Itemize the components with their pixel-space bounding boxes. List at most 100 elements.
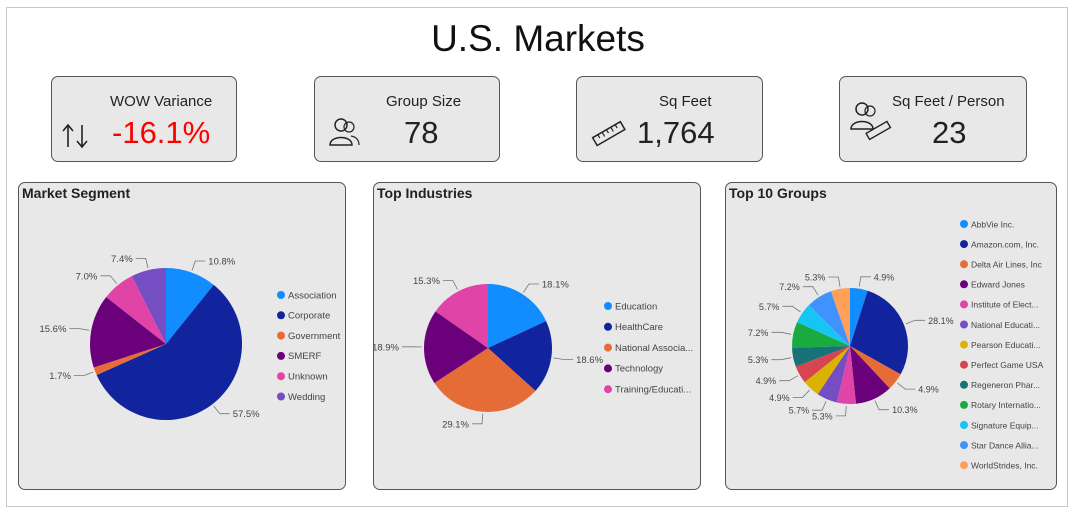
legend-label[interactable]: Delta Air Lines, Inc: [971, 260, 1043, 270]
ruler-icon: [591, 120, 626, 147]
pie-slice[interactable]: [435, 284, 488, 348]
data-label: 18.9%: [374, 342, 400, 353]
data-label: 18.6%: [576, 355, 603, 366]
legend-marker[interactable]: [960, 280, 968, 289]
legend-label[interactable]: Wedding: [288, 392, 325, 403]
data-label-leader: [812, 400, 827, 411]
wow-variance-card[interactable]: WOW Variance -16.1%: [51, 76, 237, 162]
legend-label[interactable]: Edward Jones: [971, 280, 1025, 290]
legend-label[interactable]: Government: [288, 331, 341, 342]
pie-slice[interactable]: [792, 322, 850, 348]
legend-label[interactable]: Education: [615, 301, 657, 312]
group-size-card[interactable]: Group Size 78: [314, 76, 500, 162]
legend-label[interactable]: AbbVie Inc.: [971, 219, 1014, 229]
pie-slice[interactable]: [488, 284, 547, 348]
pie-slice[interactable]: [423, 311, 488, 383]
legend-label[interactable]: Corporate: [288, 311, 330, 322]
legend-marker[interactable]: [960, 240, 968, 249]
data-label: 28.1%: [928, 316, 954, 326]
data-label: 4.9%: [769, 393, 790, 403]
legend-marker[interactable]: [604, 385, 612, 394]
legend-marker[interactable]: [960, 260, 968, 269]
pie-slice[interactable]: [488, 321, 553, 391]
sq-feet-per-person-card[interactable]: Sq Feet / Person 23: [839, 76, 1027, 162]
legend-label[interactable]: National Educati...: [971, 320, 1040, 330]
market-segment-pie-chart[interactable]: 10.8% 57.5% 1.7% 15.6% 7.0% 7.4% Association Co…: [19, 183, 347, 491]
market-segment-panel[interactable]: Market Segment 10.8% 57.5% 1.7% 15.6% 7.0% 7.…: [18, 182, 346, 490]
data-label-leader: [897, 382, 916, 390]
legend-marker[interactable]: [960, 380, 968, 389]
legend-marker[interactable]: [277, 392, 285, 401]
pie-slice[interactable]: [131, 268, 166, 344]
pie-slice[interactable]: [804, 346, 850, 395]
pie-slice[interactable]: [808, 291, 850, 346]
data-label-leader: [874, 400, 890, 411]
legend-marker[interactable]: [960, 400, 968, 409]
pie-slice[interactable]: [850, 346, 890, 404]
pie-slice[interactable]: [106, 276, 166, 344]
legend-label[interactable]: Association: [288, 290, 337, 301]
pie-slice[interactable]: [836, 346, 857, 405]
legend-marker[interactable]: [960, 340, 968, 349]
legend-label[interactable]: HealthCare: [615, 322, 663, 333]
legend-marker[interactable]: [604, 322, 612, 331]
legend-label[interactable]: National Associa...: [615, 343, 693, 354]
legend-marker[interactable]: [277, 311, 285, 320]
people-icon: [329, 118, 360, 146]
top-industries-pie-chart[interactable]: 18.1% 18.6% 29.1% 18.9% 15.3% Education Health…: [374, 183, 702, 491]
legend-label[interactable]: WorldStrides, Inc.: [971, 461, 1038, 471]
data-label-leader: [782, 305, 801, 313]
legend-label[interactable]: SMERF: [288, 351, 321, 362]
pie-slice[interactable]: [166, 268, 214, 344]
legend-label[interactable]: Perfect Game USA: [971, 360, 1044, 370]
legend-label[interactable]: Rotary Internatio...: [971, 400, 1041, 410]
sq-feet-per-person-label: Sq Feet / Person: [892, 93, 1005, 110]
data-label: 10.3%: [892, 405, 918, 415]
legend-marker[interactable]: [604, 343, 612, 352]
legend-label[interactable]: Amazon.com, Inc.: [971, 239, 1039, 249]
data-label-leader: [213, 405, 230, 415]
legend-marker[interactable]: [960, 300, 968, 309]
pie-slice[interactable]: [96, 284, 243, 421]
pie-slice[interactable]: [850, 288, 868, 346]
legend-marker[interactable]: [960, 421, 968, 429]
data-label: 5.3%: [748, 355, 769, 365]
legend-marker[interactable]: [277, 351, 285, 360]
legend-marker[interactable]: [960, 320, 968, 329]
legend-marker[interactable]: [960, 461, 968, 470]
legend-marker[interactable]: [960, 441, 968, 450]
pie-slice[interactable]: [795, 346, 850, 383]
legend-marker[interactable]: [277, 372, 285, 381]
data-label: 5.7%: [789, 406, 810, 416]
pie-slice[interactable]: [817, 346, 850, 403]
legend-marker[interactable]: [960, 360, 968, 369]
data-label: 1.7%: [49, 371, 71, 382]
sq-feet-card[interactable]: Sq Feet 1,764: [576, 76, 763, 162]
pie-slice[interactable]: [93, 344, 166, 376]
pie-slice[interactable]: [850, 290, 909, 375]
legend-marker[interactable]: [604, 364, 612, 373]
legend-label[interactable]: Technology: [615, 364, 663, 375]
legend-label[interactable]: Pearson Educati...: [971, 340, 1040, 350]
pie-slice[interactable]: [89, 297, 166, 368]
legend-marker[interactable]: [960, 220, 968, 228]
legend-label[interactable]: Unknown: [288, 372, 328, 383]
top-industries-panel[interactable]: Top Industries 18.1% 18.6% 29.1% 18.9% 15.3%…: [373, 182, 701, 490]
legend-marker[interactable]: [277, 291, 285, 299]
legend-label[interactable]: Signature Equip...: [971, 420, 1039, 430]
legend-marker[interactable]: [277, 331, 285, 340]
pie-slice[interactable]: [434, 348, 536, 412]
pie-slice[interactable]: [850, 346, 901, 389]
data-label-leader: [472, 413, 484, 425]
legend-label[interactable]: Institute of Elect...: [971, 300, 1039, 310]
legend-marker[interactable]: [604, 302, 612, 310]
legend-label[interactable]: Training/Educati...: [615, 385, 691, 396]
data-label-leader: [771, 331, 792, 335]
top-10-groups-panel[interactable]: Top 10 Groups 4.9% 28.1% 4.9% 10.3% 5.3% 5.7%…: [725, 182, 1057, 490]
pie-slice[interactable]: [830, 288, 850, 346]
legend-label[interactable]: Regeneron Phar...: [971, 380, 1040, 390]
top-10-groups-pie-chart[interactable]: 4.9%28.1%4.9%10.3%5.3%5.7%4.9%4.9%5.3%7.…: [726, 183, 1058, 491]
legend-label[interactable]: Star Dance Allia...: [971, 440, 1039, 450]
pie-slice[interactable]: [797, 305, 850, 346]
pie-slice[interactable]: [792, 346, 850, 367]
